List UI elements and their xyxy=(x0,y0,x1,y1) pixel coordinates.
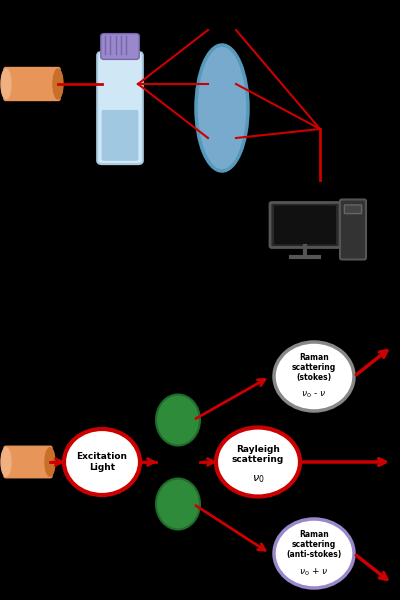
Ellipse shape xyxy=(216,427,300,497)
FancyBboxPatch shape xyxy=(4,67,60,100)
Ellipse shape xyxy=(45,448,55,476)
FancyBboxPatch shape xyxy=(340,199,366,259)
Ellipse shape xyxy=(156,395,200,445)
Ellipse shape xyxy=(274,519,354,588)
FancyBboxPatch shape xyxy=(344,205,362,214)
Text: $\nu_0$ + $\nu$: $\nu_0$ + $\nu$ xyxy=(299,566,329,578)
FancyBboxPatch shape xyxy=(102,110,138,161)
FancyBboxPatch shape xyxy=(4,446,52,478)
Ellipse shape xyxy=(1,448,11,476)
FancyBboxPatch shape xyxy=(274,205,336,245)
FancyBboxPatch shape xyxy=(270,202,340,247)
Ellipse shape xyxy=(1,69,11,99)
Ellipse shape xyxy=(64,429,140,495)
Text: $\nu_0$: $\nu_0$ xyxy=(252,473,264,485)
Text: Raman
scattering
(anti-stokes): Raman scattering (anti-stokes) xyxy=(286,530,342,559)
Text: $\nu_0$ - $\nu$: $\nu_0$ - $\nu$ xyxy=(302,390,326,400)
Text: Rayleigh
scattering: Rayleigh scattering xyxy=(232,445,284,464)
Ellipse shape xyxy=(53,69,63,99)
FancyBboxPatch shape xyxy=(101,34,139,59)
Text: Excitation
Light: Excitation Light xyxy=(76,452,128,472)
Ellipse shape xyxy=(196,45,248,171)
FancyBboxPatch shape xyxy=(97,52,143,164)
Ellipse shape xyxy=(156,479,200,529)
Ellipse shape xyxy=(274,342,354,411)
Text: Raman
scattering
(stokes): Raman scattering (stokes) xyxy=(292,353,336,382)
